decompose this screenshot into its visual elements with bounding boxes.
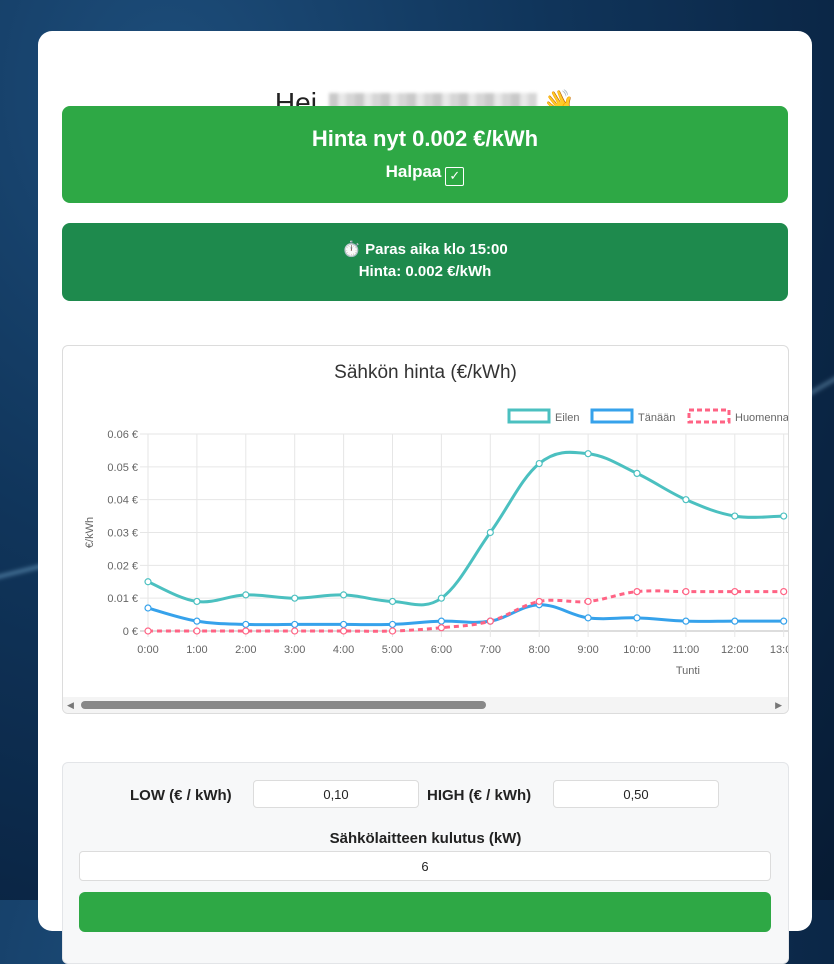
series-line-eilen <box>147 450 784 607</box>
chart-title: Sähkön hinta (€/kWh) <box>334 362 517 383</box>
x-tick-label: 1:00 <box>186 644 207 656</box>
legend-swatch-eilen <box>507 408 551 424</box>
data-point <box>193 617 201 625</box>
x-tick-label: 5:00 <box>382 644 403 656</box>
data-point <box>780 617 788 625</box>
data-point <box>535 597 543 606</box>
x-tick-label: 12:00 <box>721 644 749 656</box>
legend-swatch-huomenna <box>687 408 731 424</box>
data-point <box>144 627 152 635</box>
data-point <box>584 614 592 622</box>
data-point <box>633 469 641 478</box>
data-point <box>633 588 641 596</box>
data-point <box>437 624 445 632</box>
series-line-tänään <box>147 603 784 627</box>
data-point <box>388 627 397 635</box>
data-point <box>291 620 299 629</box>
data-point <box>535 459 543 468</box>
x-tick-label: 2:00 <box>235 644 256 656</box>
data-point <box>144 578 152 586</box>
y-tick-label: 0.01 € <box>107 593 138 605</box>
high-label: HIGH (€ / kWh) <box>427 787 532 804</box>
data-point <box>682 496 690 504</box>
main-card: Hei, 👋 Hinta nyt 0.002 €/kWh Halpaa ✓ ⏱️ P… <box>38 31 812 964</box>
settings-panel: LOW (€ / kWh) HIGH (€ / kWh) Sähkölaitte… <box>62 762 789 964</box>
data-point <box>340 620 348 629</box>
best-time-price: Hinta: 0.002 €/kWh <box>358 263 492 280</box>
y-tick-label: 0.03 € <box>107 528 138 540</box>
data-point <box>780 588 788 596</box>
best-time-panel: ⏱️ Paras aika klo 15:00 Hinta: 0.002 €/k… <box>62 223 788 301</box>
y-tick-label: 0.05 € <box>107 462 138 474</box>
data-point <box>291 627 299 635</box>
low-label: LOW (€ / kWh) <box>130 787 232 804</box>
data-point <box>584 597 592 606</box>
data-point <box>388 597 397 606</box>
check-icon: ✓ <box>445 167 465 186</box>
x-tick-label: 0:00 <box>137 644 158 656</box>
consumption-input[interactable] <box>79 851 771 881</box>
low-input[interactable] <box>253 780 419 808</box>
data-point <box>682 588 690 596</box>
data-point <box>682 617 690 625</box>
scroll-right-arrow-icon[interactable]: ▶ <box>775 700 782 710</box>
data-point <box>144 604 152 612</box>
price-status-label: Halpaa <box>385 162 442 181</box>
current-price-panel: Hinta nyt 0.002 €/kWh Halpaa ✓ <box>62 106 788 203</box>
data-point <box>486 617 494 625</box>
x-tick-label: 11:00 <box>673 644 700 656</box>
high-input[interactable] <box>553 780 719 808</box>
data-point <box>193 597 201 606</box>
data-point <box>731 512 739 520</box>
data-point <box>584 450 592 458</box>
consumption-label: Sähkölaitteen kulutus (kW) <box>329 830 522 847</box>
chart-canvas: 0 € 0.01 € 0.02 € 0.03 € 0.04 € 0.05 € 0.06 € 0… <box>84 408 788 677</box>
data-point <box>731 617 739 625</box>
data-point <box>780 512 788 520</box>
data-point <box>193 627 201 635</box>
legend-label: Huomenna <box>735 412 788 424</box>
x-tick-label: 6:00 <box>431 644 452 656</box>
y-tick-label: 0 € <box>123 626 138 638</box>
price-chart: Sähkön hinta (€/kWh) 0 € 0.01 € 0.02 € 0.03… <box>62 345 789 714</box>
y-tick-label: 0.06 € <box>107 429 138 441</box>
data-point <box>437 617 445 625</box>
x-tick-label: 9:00 <box>577 644 598 656</box>
y-axis-title: €/kWh <box>84 517 96 548</box>
price-status: Halpaa ✓ <box>62 161 788 186</box>
legend-label: Tänään <box>638 412 675 424</box>
data-point <box>291 594 299 602</box>
data-point <box>731 588 739 596</box>
data-point <box>242 591 250 599</box>
data-point <box>437 594 445 602</box>
x-tick-label: 13:00 <box>770 644 788 656</box>
x-tick-label: 8:00 <box>528 644 549 656</box>
x-axis-title: Tunti <box>676 665 700 677</box>
y-tick-label: 0.04 € <box>107 495 138 507</box>
scroll-left-arrow-icon[interactable]: ◀ <box>67 700 74 710</box>
data-point <box>242 620 250 629</box>
x-tick-label: 3:00 <box>284 644 305 656</box>
y-tick-label: 0.02 € <box>107 560 138 572</box>
current-price: Hinta nyt 0.002 €/kWh <box>311 126 539 151</box>
data-point <box>633 614 641 622</box>
data-point <box>340 627 348 635</box>
legend-swatch-tänään <box>590 408 634 424</box>
data-point <box>486 528 494 537</box>
scroll-thumb[interactable] <box>81 701 486 709</box>
submit-button[interactable] <box>79 892 771 932</box>
x-tick-label: 10:00 <box>623 644 651 656</box>
data-point <box>340 591 348 599</box>
data-point <box>242 627 250 635</box>
legend-label: Eilen <box>555 412 579 424</box>
best-time: ⏱️ Paras aika klo 15:00 <box>342 241 508 258</box>
x-tick-label: 4:00 <box>333 644 354 656</box>
series-line-huomenna <box>148 589 784 633</box>
x-tick-label: 7:00 <box>480 644 501 656</box>
data-point <box>388 620 397 629</box>
chart-horizontal-scrollbar[interactable]: ◀ ▶ <box>63 697 788 713</box>
